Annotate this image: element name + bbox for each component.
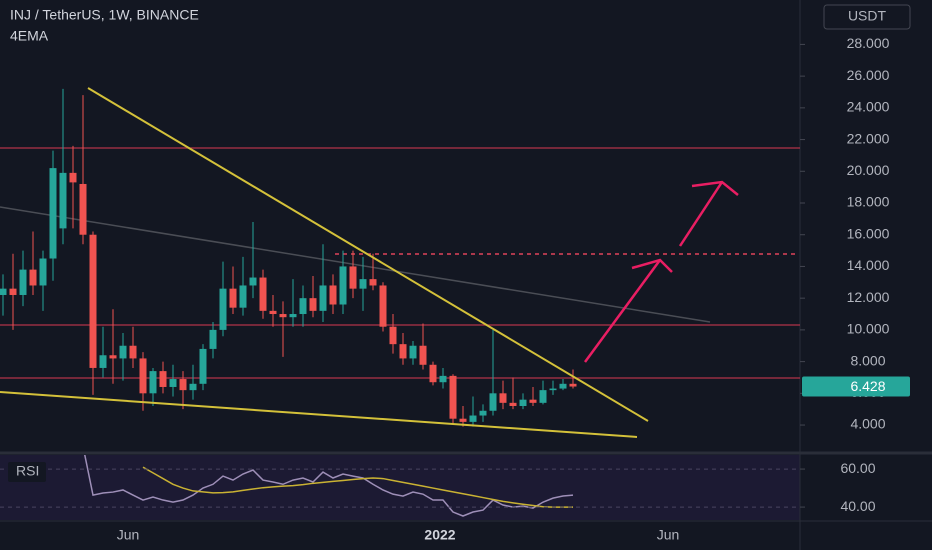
candle-body — [79, 183, 87, 235]
rsi-line — [142, 466, 573, 508]
candle-body — [269, 310, 277, 315]
arrow — [583, 180, 739, 363]
candle-body — [209, 329, 217, 349]
candle-body — [69, 172, 77, 183]
candle-body — [59, 172, 67, 229]
candles — [0, 88, 577, 427]
candle-body — [279, 314, 287, 318]
last-price-label: 6.428 — [850, 378, 885, 394]
candle-body — [529, 399, 537, 403]
currency-label[interactable]: USDT — [848, 8, 887, 24]
candle-body — [569, 383, 577, 387]
candle-body — [449, 375, 457, 419]
candle-body — [319, 285, 327, 311]
candle-body — [299, 298, 307, 315]
resistance-trend — [87, 87, 649, 422]
candle-body — [249, 277, 257, 286]
last-price-box — [802, 376, 910, 397]
candle-body — [179, 379, 187, 391]
candle-body — [519, 399, 527, 407]
axes: 4.0006.0008.00010.00012.00014.00016.0001… — [0, 35, 910, 543]
y-tick-label: 12.000 — [847, 289, 890, 305]
y-tick-label: 26.000 — [847, 67, 890, 83]
candle-body — [459, 418, 467, 422]
candle-body — [129, 345, 137, 359]
y-tick-label: 10.000 — [847, 321, 890, 337]
candle-body — [369, 279, 377, 286]
candle-body — [229, 288, 237, 308]
rsi-line — [84, 455, 574, 517]
candle-body — [169, 379, 177, 387]
rsi-label: RSI — [16, 463, 39, 479]
candle-body — [49, 168, 57, 259]
currency-button[interactable] — [823, 4, 911, 30]
overlay-drawings — [0, 87, 739, 438]
candle-body — [139, 358, 147, 394]
candle-body — [349, 266, 357, 289]
candle-body — [439, 375, 447, 383]
candle-body — [419, 345, 427, 365]
candle-body — [489, 393, 497, 411]
candle-body — [409, 345, 417, 359]
y-tick-label: 40.00 — [840, 498, 875, 514]
rsi-lines — [84, 455, 574, 517]
candle-body — [159, 371, 167, 387]
candle-body — [559, 383, 567, 389]
candle-body — [99, 355, 107, 368]
candle-body — [119, 345, 127, 359]
y-tick-label: 8.000 — [850, 352, 885, 368]
candle-body — [199, 348, 207, 384]
y-tick-label: 18.000 — [847, 194, 890, 210]
candle-body — [19, 269, 27, 295]
x-tick-label: Jun — [117, 527, 140, 543]
support-trend — [0, 391, 638, 438]
x-tick-label: 2022 — [424, 527, 455, 543]
y-tick-label: 4.000 — [850, 416, 885, 432]
y-tick-label: 28.000 — [847, 35, 890, 51]
candle-body — [539, 390, 547, 403]
indicator-label: 4EMA — [10, 28, 49, 44]
candle-body — [399, 344, 407, 359]
candle-body — [259, 277, 267, 311]
candle-body — [289, 314, 297, 318]
candle-body — [339, 266, 347, 305]
candle-body — [359, 279, 367, 289]
rsi-label-bg — [8, 462, 46, 482]
candle-body — [0, 288, 7, 295]
y-tick-label: 16.000 — [847, 225, 890, 241]
y-tick-label: 14.000 — [847, 257, 890, 273]
candle-body — [329, 285, 337, 305]
candle-body — [429, 364, 437, 383]
candle-body — [219, 288, 227, 330]
y-tick-label: 60.00 — [840, 460, 875, 476]
chart-title: INJ / TetherUS, 1W, BINANCE — [10, 7, 199, 23]
candle-body — [109, 355, 117, 359]
rsi-band — [0, 455, 800, 520]
candle-body — [239, 285, 247, 308]
y-tick-label: 20.000 — [847, 162, 890, 178]
candle-body — [469, 415, 477, 422]
x-tick-label: Jun — [657, 527, 680, 543]
candle-body — [479, 410, 487, 416]
candle-body — [379, 285, 387, 327]
candle-body — [189, 383, 197, 391]
candle-body — [29, 269, 37, 286]
candle-body — [549, 388, 557, 391]
candle-body — [149, 371, 157, 394]
candle-body — [499, 393, 507, 403]
candle-body — [509, 402, 517, 407]
candle-body — [309, 298, 317, 311]
drawings — [0, 147, 800, 379]
candle-body — [9, 288, 17, 295]
candle-body — [39, 258, 47, 286]
y-tick-label: 24.000 — [847, 99, 890, 115]
trend-line-grey — [0, 206, 711, 323]
candle-body — [389, 326, 397, 345]
y-tick-label: 22.000 — [847, 130, 890, 146]
candle-body — [89, 234, 97, 368]
